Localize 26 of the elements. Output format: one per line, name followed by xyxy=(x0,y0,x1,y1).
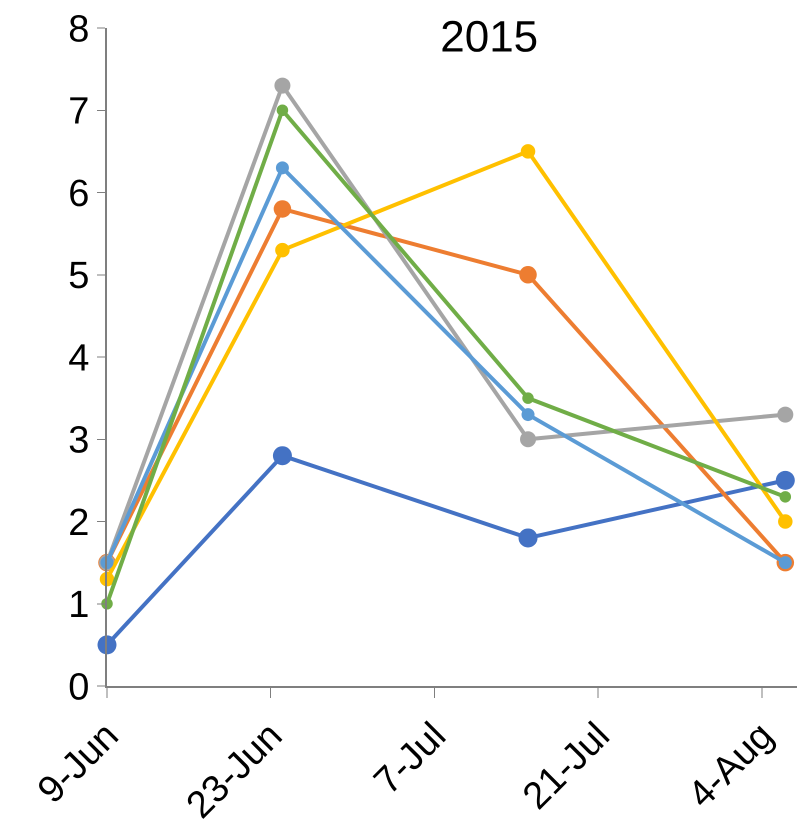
point xyxy=(780,491,792,503)
chart-title: 2015 xyxy=(440,12,538,62)
y-tick-label: 4 xyxy=(68,337,90,380)
point xyxy=(520,431,536,448)
point xyxy=(520,144,536,159)
y-tick-label: 5 xyxy=(68,255,90,298)
y-tick-label: 2 xyxy=(68,502,90,544)
point xyxy=(272,446,292,466)
point xyxy=(276,161,289,174)
y-tick-label: 6 xyxy=(68,172,90,215)
point xyxy=(777,406,794,423)
point xyxy=(776,470,795,490)
point xyxy=(522,408,535,422)
point xyxy=(518,528,538,548)
y-tick-label: 1 xyxy=(68,584,90,626)
y-tick-label: 3 xyxy=(68,420,90,462)
y-tick-label: 7 xyxy=(68,90,90,133)
point xyxy=(519,266,537,284)
y-tick-label: 0 xyxy=(68,666,90,708)
point xyxy=(522,392,534,404)
point xyxy=(778,514,793,529)
point xyxy=(274,78,290,94)
point xyxy=(276,104,288,116)
point xyxy=(275,242,290,258)
point xyxy=(274,200,292,218)
y-tick-label: 8 xyxy=(68,8,90,50)
